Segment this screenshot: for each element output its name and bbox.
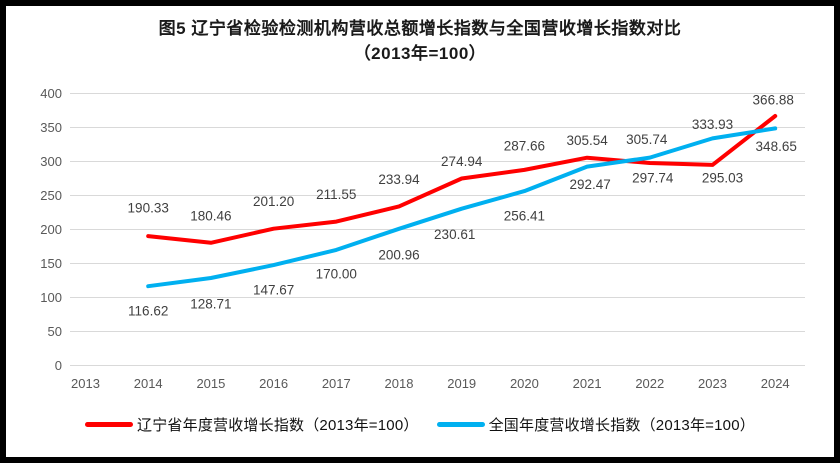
- data-label: 333.93: [692, 117, 733, 132]
- series-line-0: [146, 114, 778, 245]
- legend-item-national: 全国年度营收增长指数（2013年=100）: [436, 414, 755, 435]
- x-axis-tick-label: 2021: [573, 376, 602, 391]
- y-axis-tick-label: 200: [40, 222, 62, 237]
- y-axis-tick-label: 100: [40, 290, 62, 305]
- x-axis-tick-label: 2023: [698, 376, 727, 391]
- y-axis-tick-label: 0: [55, 358, 62, 373]
- x-axis-tick-label: 2022: [635, 376, 664, 391]
- data-label: 348.65: [756, 139, 797, 154]
- data-label: 366.88: [753, 93, 794, 108]
- y-axis-tick-label: 150: [40, 256, 62, 271]
- data-label: 233.94: [378, 172, 420, 187]
- data-label: 147.67: [253, 283, 294, 298]
- data-label: 201.20: [253, 194, 294, 209]
- line-chart-plot: 0 50 100 150 200 250 300 350 400 2013 2014 2015 2016…: [40, 86, 805, 391]
- x-axis-tick-label: 2015: [196, 376, 225, 391]
- x-axis-tick-label: 2024: [761, 376, 790, 391]
- x-axis-tick-label: 2019: [447, 376, 476, 391]
- data-label: 305.74: [626, 132, 668, 147]
- data-label: 128.71: [190, 296, 231, 311]
- data-label: 305.54: [566, 133, 608, 148]
- chart-title: 图5 辽宁省检验检测机构营收总额增长指数与全国营收增长指数对比 （2013年=1…: [6, 16, 834, 66]
- data-label: 116.62: [128, 304, 168, 319]
- x-axis-tick-label: 2017: [322, 376, 351, 391]
- y-axis-tick-label: 400: [40, 86, 62, 101]
- y-axis-tick-label: 50: [48, 324, 62, 339]
- data-label: 292.47: [569, 177, 610, 192]
- chart-legend: 辽宁省年度营收增长指数（2013年=100） 全国年度营收增长指数（2013年=…: [6, 414, 834, 435]
- legend-label-national: 全国年度营收增长指数（2013年=100）: [488, 417, 755, 434]
- red-line-swatch-icon: [85, 422, 134, 427]
- data-label: 256.41: [504, 209, 545, 224]
- y-axis-tick-label: 350: [40, 120, 62, 135]
- chart-title-line2: （2013年=100）: [353, 44, 487, 63]
- x-axis-tick-label: 2014: [134, 376, 163, 391]
- data-label: 200.96: [378, 247, 419, 262]
- data-label: 211.55: [316, 187, 356, 202]
- data-label: 287.66: [504, 138, 545, 153]
- y-axis-tick-label: 300: [40, 154, 62, 169]
- data-label: 297.74: [632, 171, 674, 186]
- x-axis-tick-label: 2020: [510, 376, 539, 391]
- data-label: 190.33: [128, 201, 169, 216]
- blue-line-swatch-icon: [436, 422, 485, 427]
- x-axis-tick-label: 2013: [71, 376, 100, 391]
- chart-title-line1: 图5 辽宁省检验检测机构营收总额增长指数与全国营收增长指数对比: [158, 19, 682, 38]
- data-label: 274.94: [441, 154, 483, 169]
- x-axis-tick-label: 2018: [385, 376, 414, 391]
- data-label: 295.03: [702, 170, 743, 185]
- y-axis-tick-label: 250: [40, 188, 62, 203]
- series-line-1: [146, 126, 778, 289]
- data-label: 180.46: [190, 208, 231, 223]
- x-axis-tick-label: 2016: [259, 376, 288, 391]
- legend-label-liaoning: 辽宁省年度营收增长指数（2013年=100）: [137, 417, 419, 434]
- data-label: 170.00: [316, 266, 357, 281]
- legend-item-liaoning: 辽宁省年度营收增长指数（2013年=100）: [85, 414, 419, 435]
- data-label: 230.61: [434, 227, 475, 242]
